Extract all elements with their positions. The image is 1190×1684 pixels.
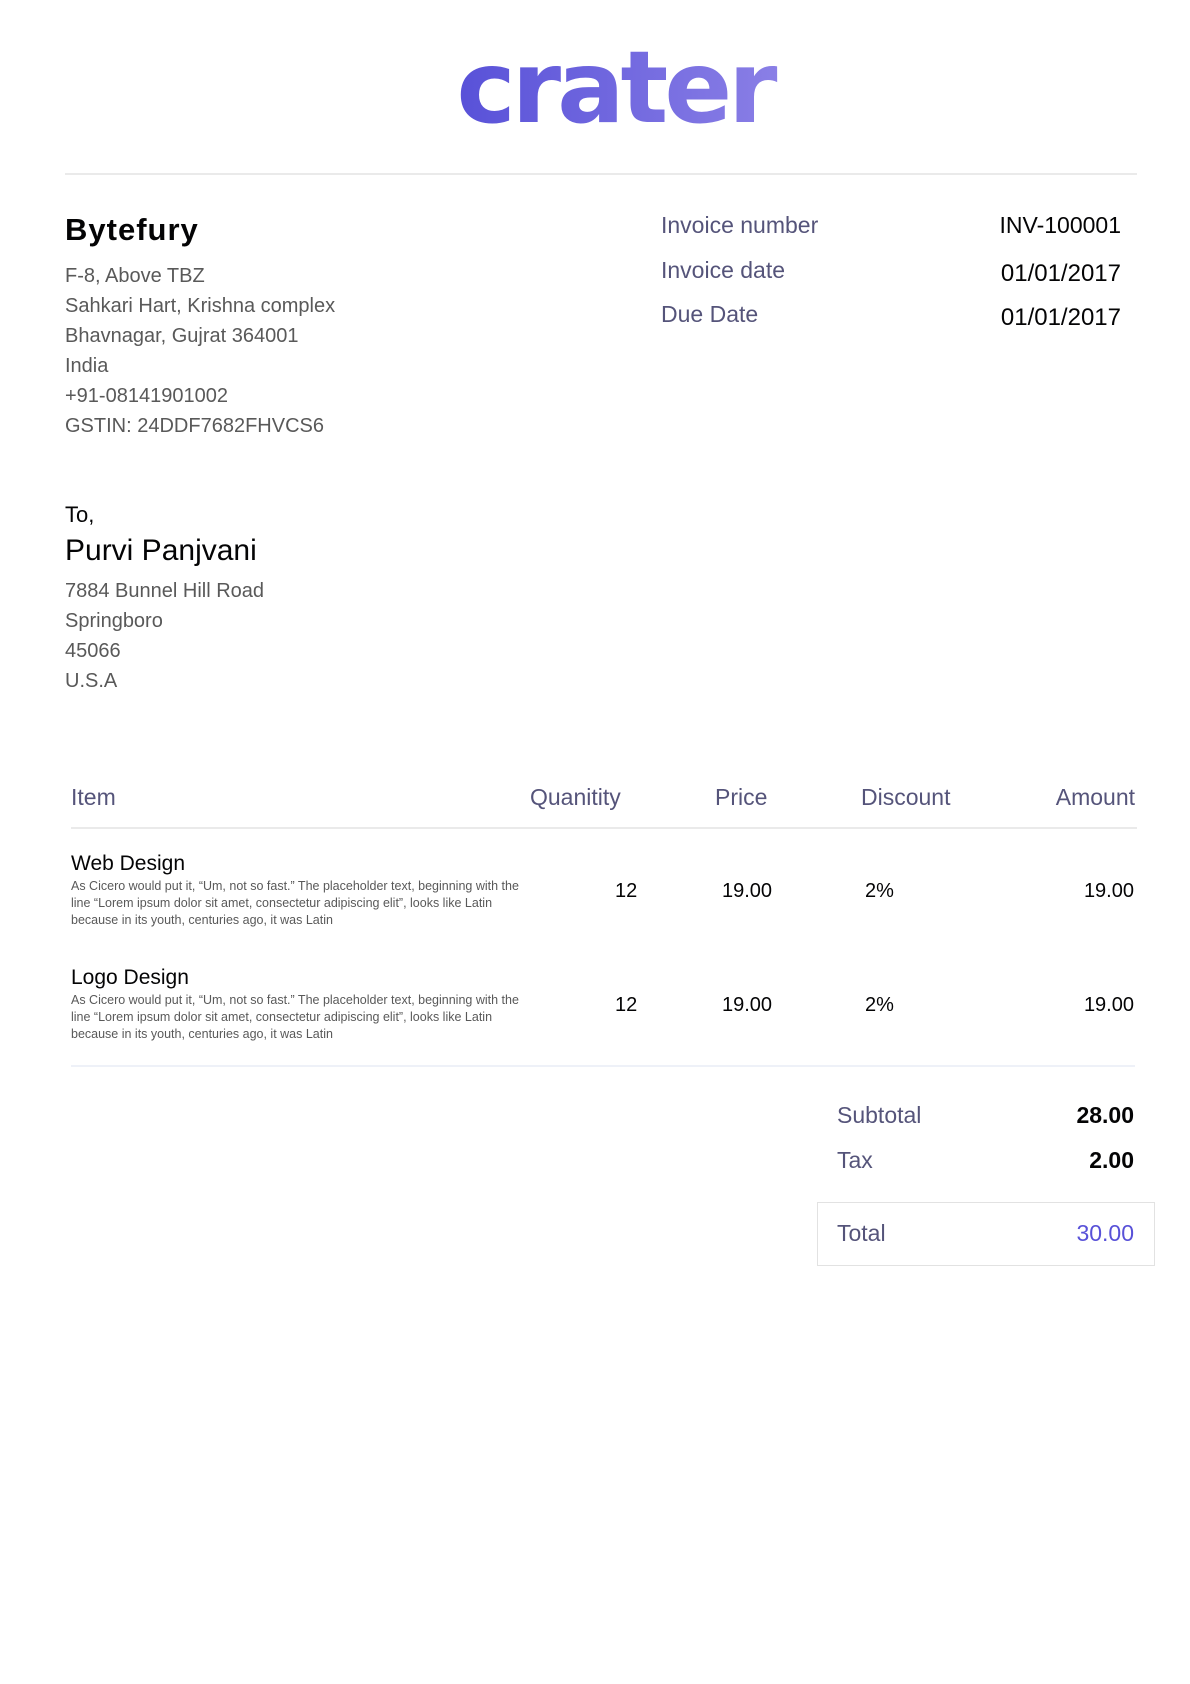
address-line: Sahkari Hart, Krishna complex bbox=[65, 295, 336, 317]
item-name: Logo Design bbox=[71, 966, 189, 989]
item-description: As Cicero would put it, “Um, not so fast… bbox=[71, 993, 519, 1041]
invoice-number-label: Invoice number bbox=[661, 212, 819, 238]
item-price: 19.00 bbox=[722, 880, 773, 902]
tax-value: 2.00 bbox=[1089, 1147, 1134, 1173]
company-address: F-8, Above TBZ Sahkari Hart, Krishna com… bbox=[65, 261, 335, 441]
invoice-date-value: 01/01/2017 bbox=[1000, 260, 1121, 287]
header-divider bbox=[65, 173, 1137, 175]
item-description: As Cicero would put it, “Um, not so fast… bbox=[71, 879, 519, 927]
address-line: India bbox=[65, 355, 109, 377]
table-header-divider bbox=[71, 827, 1137, 829]
tax-label: Tax bbox=[837, 1147, 873, 1173]
customer-address: 7884 Bunnel Hill Road Springboro 45066 U… bbox=[65, 576, 264, 696]
header-amount: Amount bbox=[1055, 784, 1135, 810]
header-discount: Discount bbox=[861, 784, 951, 810]
header-quantity: Quanitity bbox=[530, 784, 621, 810]
item-quantity: 12 bbox=[615, 880, 638, 902]
customer-name: Purvi Panjvani bbox=[65, 534, 257, 567]
table-bottom-divider bbox=[71, 1065, 1135, 1067]
subtotal-label: Subtotal bbox=[837, 1102, 922, 1128]
gstin: GSTIN: 24DDF7682FHVCS6 bbox=[65, 415, 324, 437]
due-date-value: 01/01/2017 bbox=[1000, 304, 1121, 331]
item-amount: 19.00 bbox=[1083, 994, 1134, 1016]
total-label: Total bbox=[837, 1220, 886, 1246]
crater-logo: crater bbox=[456, 40, 782, 135]
header-price: Price bbox=[715, 784, 768, 810]
item-name: Web Design bbox=[71, 852, 186, 875]
subtotal-value: 28.00 bbox=[1076, 1102, 1134, 1128]
address-line: 45066 bbox=[65, 640, 121, 662]
address-line: +91-08141901002 bbox=[65, 385, 228, 407]
to-label: To, bbox=[65, 502, 95, 527]
address-line: F-8, Above TBZ bbox=[65, 265, 205, 287]
address-line: 7884 Bunnel Hill Road bbox=[65, 580, 265, 602]
invoice-date-label: Invoice date bbox=[661, 257, 786, 283]
total-box bbox=[817, 1202, 1155, 1266]
address-line: Bhavnagar, Gujrat 364001 bbox=[65, 325, 299, 347]
item-discount: 2% bbox=[865, 880, 894, 902]
invoice-number-value: INV-100001 bbox=[999, 212, 1121, 238]
company-name: Bytefury bbox=[65, 212, 199, 247]
address-line: Springboro bbox=[65, 610, 163, 632]
svg-text:crater: crater bbox=[456, 40, 778, 135]
due-date-label: Due Date bbox=[661, 301, 759, 327]
item-amount: 19.00 bbox=[1083, 880, 1134, 902]
total-value: 30.00 bbox=[1076, 1220, 1134, 1246]
address-line: U.S.A bbox=[65, 670, 118, 692]
item-price: 19.00 bbox=[722, 994, 773, 1016]
item-quantity: 12 bbox=[615, 994, 638, 1016]
item-discount: 2% bbox=[865, 994, 894, 1016]
header-item: Item bbox=[71, 784, 116, 810]
